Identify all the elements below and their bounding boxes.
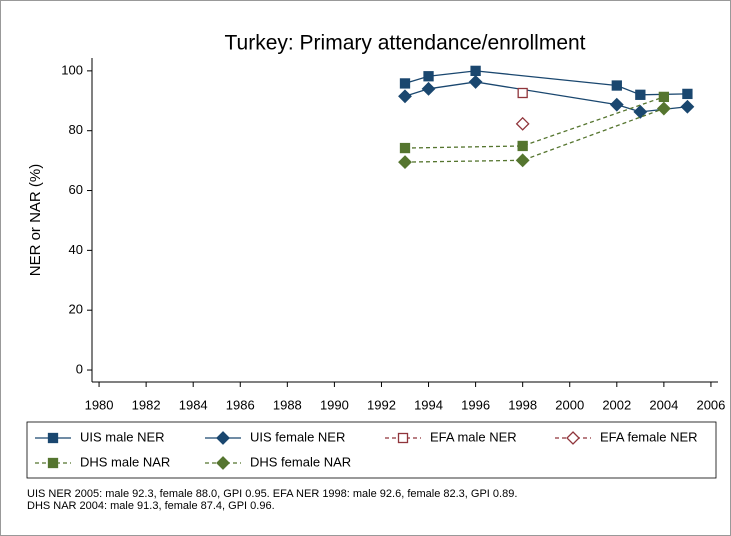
marker <box>470 65 481 77</box>
x-tick-label: 1986 <box>226 397 255 412</box>
x-tick-label: 1990 <box>320 397 349 412</box>
legend-key-marker <box>216 431 230 445</box>
marker <box>398 89 412 104</box>
legend-box <box>26 421 717 479</box>
marker <box>633 104 648 119</box>
marker <box>421 81 436 96</box>
x-tick-label: 2000 <box>555 397 584 412</box>
x-tick-label: 1980 <box>85 397 114 412</box>
marker <box>658 91 670 103</box>
x-tick-label: 2004 <box>649 397 678 412</box>
y-tick-label: 60 <box>69 182 83 197</box>
legend-label: UIS female NER <box>250 429 345 444</box>
legend-key-marker <box>216 456 230 470</box>
marker <box>517 140 528 152</box>
legend-label: DHS female NAR <box>250 454 351 469</box>
x-tick-label: 1998 <box>508 397 537 412</box>
x-tick-label: 2002 <box>602 397 631 412</box>
y-axis-label: NER or NAR (%) <box>27 164 44 277</box>
legend-key-marker <box>47 457 59 469</box>
chart-title: Turkey: Primary attendance/enrollment <box>224 32 585 55</box>
marker <box>635 89 646 100</box>
legend-label: EFA male NER <box>430 429 517 444</box>
marker <box>517 87 528 99</box>
marker <box>611 80 622 91</box>
legend-label: EFA female NER <box>600 429 698 444</box>
note: DHS NAR 2004: male 91.3, female 87.4, GP… <box>27 500 275 512</box>
x-tick-label: 1988 <box>273 397 302 412</box>
y-tick-label: 80 <box>69 122 83 137</box>
marker <box>399 78 411 89</box>
note: UIS NER 2005: male 92.3, female 88.0, GP… <box>27 488 517 500</box>
marker <box>609 97 624 112</box>
marker <box>515 116 530 131</box>
x-tick-label: 2006 <box>696 397 725 412</box>
x-tick-label: 1984 <box>179 397 208 412</box>
marker <box>680 99 695 114</box>
marker <box>468 75 483 89</box>
legend-key-marker <box>397 432 409 444</box>
x-tick-label: 1994 <box>414 397 443 412</box>
marker <box>398 155 412 170</box>
legend-key-marker <box>566 431 580 445</box>
y-tick-label: 20 <box>69 302 83 317</box>
marker <box>682 88 693 100</box>
marker <box>515 153 530 168</box>
x-tick-label: 1982 <box>132 397 161 412</box>
y-tick-label: 0 <box>76 361 83 376</box>
marker <box>399 142 411 154</box>
plot-area <box>92 58 718 382</box>
legend-label: DHS male NAR <box>80 454 170 469</box>
x-tick-label: 1992 <box>367 397 396 412</box>
y-tick-label: 100 <box>61 62 83 77</box>
y-tick-label: 40 <box>69 242 83 257</box>
marker <box>423 71 434 82</box>
legend-key-marker <box>47 432 59 444</box>
series-line <box>404 96 665 149</box>
legend-label: UIS male NER <box>80 429 165 444</box>
marker <box>656 101 671 116</box>
x-tick-label: 1996 <box>461 397 490 412</box>
series-line <box>404 107 665 163</box>
